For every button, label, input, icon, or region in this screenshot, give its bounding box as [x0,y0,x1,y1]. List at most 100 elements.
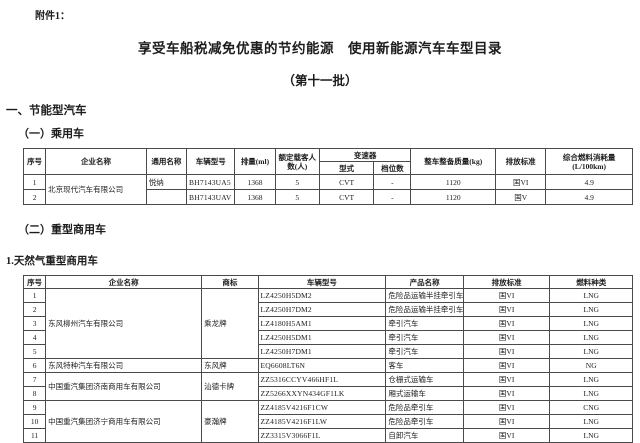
cell-emission: 国VI [462,344,551,359]
table-row: 4 LZ4250H5DM1 牵引汽车 国VI LNG [22,330,633,345]
cell-product: 牵引汽车 [385,344,464,359]
cell-model: ZZ5316CCYV466HF1L [257,372,387,387]
cell-company: 东风特种汽车有限公司 [45,358,203,373]
cell-product: 危险品运输半挂牵引车 [385,302,464,317]
cell-model: ZZ5266XXYN434GF1LK [257,386,387,401]
cell-fuel-consumption: 4.9 [545,189,633,205]
cell-emission: 国VI [462,400,551,415]
header-emission: 排放标准 [495,148,547,175]
cell-curb-weight: 1120 [410,189,497,205]
cell-model: LZ4250H5DM2 [257,288,387,303]
cell-curb-weight: 1120 [410,174,497,190]
cell-gears: - [373,189,412,205]
cell-product: 危险品运输半挂牵引车 [385,288,464,303]
cell-model: LZ4250H7DM1 [257,344,387,359]
cell-emission: 国VI [462,316,551,331]
cell-product: 厢式运输车 [385,386,464,401]
cell-trans-type: CVT [318,189,375,205]
passenger-car-table: 序号 企业名称 通用名称 车辆型号 排量(ml) 额定载客人数(人) 变速器 整… [22,148,633,205]
cell-product: 危险品牵引车 [385,414,464,429]
cell-emission: 国V [495,189,547,205]
section-heavy-commercial: （二）重型商用车 [18,224,106,236]
cell-brand: 乘龙牌 [201,288,259,359]
cell-company: 中国重汽集团济宁商用车有限公司 [45,400,203,443]
cell-fuel: NG [549,358,633,373]
cell-seq: 9 [22,400,47,415]
cell-seq: 5 [22,344,47,359]
cell-fuel: LNG [549,302,633,317]
header-common-name: 通用名称 [145,148,188,175]
cell-capacity: 5 [274,189,320,205]
cell-displacement: 1368 [234,189,276,205]
cell-common-name [145,189,188,205]
header-fuel: 燃料种类 [549,275,633,289]
cell-model: LZ4180H5AM1 [257,316,387,331]
cell-product: 牵引汽车 [385,330,464,345]
section-natural-gas-heavy: 1.天然气重型商用车 [6,256,98,267]
cell-capacity: 5 [274,174,320,190]
cell-seq: 8 [22,386,47,401]
table-row: 6 东风特种汽车有限公司 东风牌 EQ6608LT6N 客车 国VI NG [22,358,633,373]
cell-fuel: CNG [549,400,633,415]
table-row: 2 BH7143UAV 1368 5 CVT - 1120 国V 4.9 [22,189,633,205]
table-subheader-row: 型式 档位数 [24,161,633,175]
header-company: 企业名称 [45,148,147,175]
cell-emission: 国VI [462,302,551,317]
cell-product: 客车 [385,358,464,373]
table-row: 1 北京现代汽车有限公司 悦纳 BH7143UA5 1368 5 CVT - 1… [22,174,633,205]
cell-gears: - [373,174,412,190]
cell-seq: 1 [22,288,47,303]
header-model: 车辆型号 [186,148,236,175]
cell-model: ZZ4185V4216F1CW [257,400,387,415]
cell-fuel: LNG [549,330,633,345]
natural-gas-commercial-table: 序号 企业名称 商标 车辆型号 产品名称 排放标准 燃料种类 1 东风柳州汽车有… [22,275,633,443]
header-curb-weight: 整车整备质量(kg) [410,148,497,175]
header-seq: 序号 [22,275,47,289]
cell-emission: 国VI [462,414,551,429]
cell-company: 北京现代汽车有限公司 [45,174,147,205]
cell-seq: 2 [22,189,47,205]
table-row: 5 LZ4250H7DM1 牵引汽车 国VI LNG [22,344,633,359]
cell-seq: 4 [22,330,47,345]
header-capacity: 额定载客人数(人) [274,148,320,175]
cell-seq: 7 [22,372,47,387]
cell-product: 自卸汽车 [385,428,464,443]
document-subtitle: （第十一批） [282,74,358,88]
table-header-row: 序号 企业名称 商标 车辆型号 产品名称 排放标准 燃料种类 [22,275,633,289]
cell-emission: 国VI [462,372,551,387]
cell-emission: 国VI [495,174,547,190]
header-model: 车辆型号 [257,275,387,289]
document-title: 享受车船税减免优惠的节约能源 使用新能源汽车车型目录 [138,41,502,56]
cell-emission: 国VI [462,386,551,401]
cell-model: LZ4250H5DM1 [257,330,387,345]
cell-trans-type: CVT [318,174,375,190]
cell-fuel-consumption: 4.9 [545,174,633,190]
section-passenger-cars: （一）乘用车 [18,128,84,140]
attachment-label: 附件1： [35,11,70,22]
header-gears: 档位数 [373,161,412,175]
cell-seq: 2 [22,302,47,317]
cell-seq: 3 [22,316,47,331]
cell-product: 仓栅式运输车 [385,372,464,387]
header-brand: 商标 [201,275,259,289]
cell-displacement: 1368 [234,174,276,190]
cell-fuel: LNG [549,372,633,387]
header-fuel-consumption: 综合燃料消耗量 (L/100km) [545,148,633,175]
cell-company: 东风柳州汽车有限公司 [45,288,203,359]
section-energy-saving-vehicles: 一、节能型汽车 [6,105,87,117]
cell-model: BH7143UAV [186,189,236,205]
cell-fuel: LNG [549,414,633,429]
cell-product: 牵引汽车 [385,316,464,331]
header-transmission: 变速器 [318,148,412,162]
cell-common-name: 悦纳 [145,174,188,190]
table-row: 8 ZZ5266XXYN434GF1LK 厢式运输车 国VI LNG [22,386,633,401]
table-row: 1 东风柳州汽车有限公司 乘龙牌 LZ4250H5DM2 危险品运输半挂牵引车 … [22,288,633,359]
header-seq: 序号 [22,148,47,175]
cell-seq: 6 [22,358,47,373]
cell-brand: 东风牌 [201,358,259,373]
cell-fuel: LNG [549,288,633,303]
cell-seq: 11 [22,428,47,443]
header-emission: 排放标准 [462,275,551,289]
cell-fuel: LNG [549,316,633,331]
cell-fuel: LNG [549,344,633,359]
